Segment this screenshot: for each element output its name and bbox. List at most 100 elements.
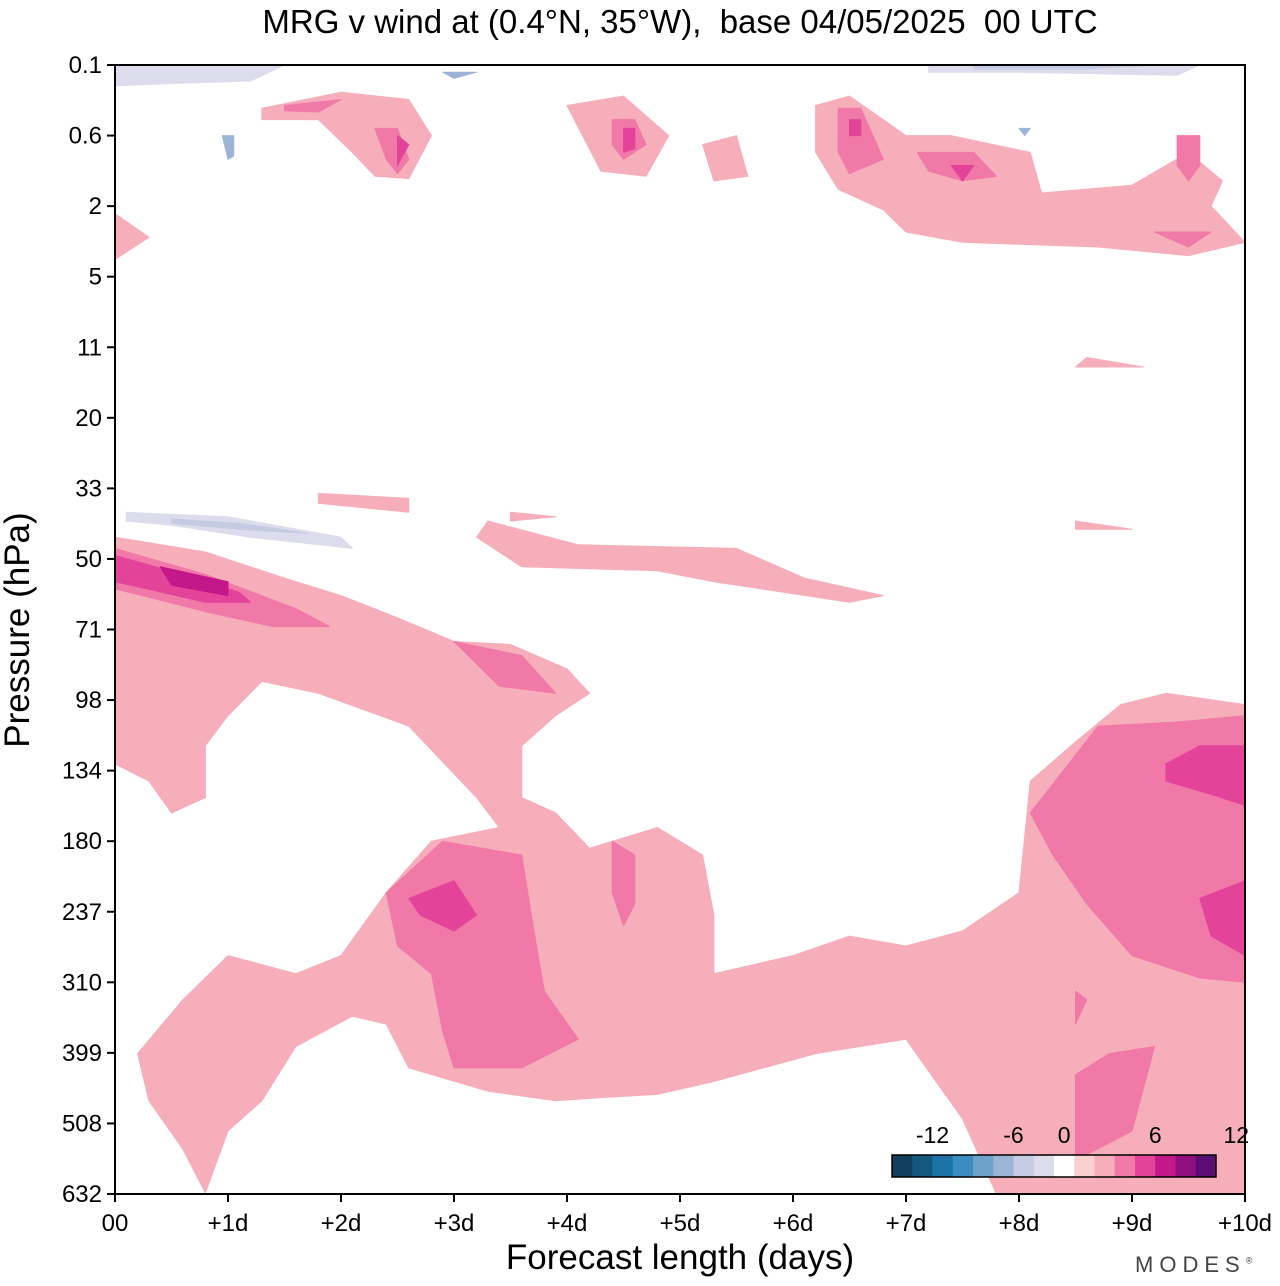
colorbar-swatch: [1114, 1155, 1136, 1177]
contour-region: [1075, 990, 1088, 1025]
colorbar-swatch: [1033, 1155, 1055, 1177]
y-tick-label: 310: [62, 969, 102, 996]
contour-region: [815, 95, 1245, 257]
contour-region: [1075, 520, 1133, 530]
x-tick-label: +6d: [773, 1210, 814, 1237]
x-tick-label: +3d: [434, 1210, 475, 1237]
x-tick-label: +7d: [886, 1210, 927, 1237]
contour-region: [1165, 745, 1245, 806]
contour-region: [1075, 357, 1144, 368]
x-tick-label: +4d: [547, 1210, 588, 1237]
contour-region: [221, 135, 235, 160]
contour-region: [1199, 880, 1245, 957]
y-tick-label: 399: [62, 1040, 102, 1067]
y-axis: 0.1 0.6 2 5 11 20 33 50 71 98 134 180 237 310 399 508 63…: [62, 52, 115, 1208]
x-tick-label: +9d: [1112, 1210, 1153, 1237]
y-axis-label: Pressure (hPa): [0, 512, 37, 748]
contour-region: [905, 266, 1088, 301]
chart-title: MRG v wind at (0.4°N, 35°W), base 04/05/…: [262, 3, 1098, 40]
contour-region: [1176, 135, 1201, 182]
y-tick-label: 0.6: [69, 123, 102, 150]
colorbar-swatch: [912, 1155, 933, 1177]
contour-region: [1018, 127, 1031, 137]
colorbar-swatch: [952, 1155, 974, 1177]
contour-region: [284, 99, 342, 113]
y-tick-label: 20: [75, 405, 102, 432]
contour-region: [476, 520, 884, 603]
colorbar-swatch: [1094, 1155, 1116, 1177]
contour-region: [159, 566, 229, 597]
contour-region: [385, 459, 613, 489]
contour-region: [453, 127, 568, 160]
contour-region: [115, 812, 127, 875]
contour-region: [187, 105, 269, 163]
y-tick-label: 50: [75, 546, 102, 573]
colorbar-label: -12: [916, 1122, 949, 1148]
contour-region: [115, 536, 1245, 1194]
y-tick-label: 5: [89, 264, 102, 291]
contour-region: [317, 492, 410, 513]
contour-region: [611, 840, 636, 927]
x-tick-label: +1d: [208, 1210, 249, 1237]
y-tick-label: 632: [62, 1181, 102, 1208]
x-tick-label: +8d: [999, 1210, 1040, 1237]
contour-region: [995, 318, 1189, 348]
colorbar-swatch: [1074, 1155, 1095, 1177]
colorbar-swatch: [993, 1155, 1014, 1177]
contour-region: [702, 135, 749, 182]
colorbar-swatch: [932, 1155, 954, 1177]
colorbar-label: 12: [1223, 1122, 1249, 1148]
y-tick-label: 508: [62, 1110, 102, 1137]
x-tick-label: 00: [102, 1210, 129, 1237]
y-tick-label: 180: [62, 828, 102, 855]
colorbar-swatch: [1195, 1155, 1217, 1177]
x-tick-label: +2d: [321, 1210, 362, 1237]
contour-region: [115, 65, 285, 87]
contour-region: [397, 135, 410, 166]
y-tick-label: 2: [89, 193, 102, 220]
colorbar-label: 0: [1058, 1122, 1071, 1148]
x-tick-label: +10d: [1218, 1210, 1272, 1237]
contour-region: [453, 641, 557, 694]
contour-region: [115, 65, 1245, 106]
colorbar-label: -6: [1003, 1122, 1023, 1148]
y-tick-label: 33: [75, 475, 102, 502]
y-tick-label: 98: [75, 687, 102, 714]
contour-region: [442, 71, 478, 79]
colorbar-swatch: [973, 1155, 994, 1177]
contour-region: [115, 213, 150, 260]
x-tick-label: +5d: [660, 1210, 701, 1237]
contour-region: [476, 205, 523, 260]
contour-region: [623, 127, 636, 153]
contour-region: [849, 119, 862, 137]
y-tick-label: 237: [62, 899, 102, 926]
contour-region: [510, 511, 557, 522]
contour-region: [171, 518, 308, 534]
colorbar-label: 6: [1149, 1122, 1162, 1148]
contour-region: [792, 1081, 896, 1173]
colorbar-frame: [891, 1154, 1217, 1178]
contour-region: [521, 357, 591, 419]
colorbar: -12 -6 0 6 12: [891, 1122, 1249, 1178]
y-tick-label: 0.1: [69, 52, 102, 79]
contour-region: [1154, 492, 1189, 513]
contour-region: [1075, 1046, 1156, 1162]
x-axis-label: Forecast length (days): [505, 1238, 855, 1277]
contour-region: [1131, 577, 1245, 657]
y-tick-label: 71: [75, 617, 102, 644]
y-tick-label: 11: [77, 334, 102, 361]
y-tick-label: 134: [62, 758, 102, 785]
contour-region: [408, 880, 478, 932]
colorbar-swatch: [1175, 1155, 1197, 1177]
colorbar-swatch: [1135, 1155, 1156, 1177]
contour-region: [792, 536, 1076, 575]
contour-region: [1086, 262, 1201, 294]
contour-region: [973, 107, 1076, 146]
colorbar-swatch: [1054, 1155, 1075, 1177]
colorbar-swatch: [892, 1155, 913, 1177]
contour-fields: [115, 65, 1245, 1194]
brand-logo: MODES®: [1135, 1252, 1253, 1277]
colorbar-swatch: [1013, 1155, 1035, 1177]
contour-region: [115, 511, 975, 773]
